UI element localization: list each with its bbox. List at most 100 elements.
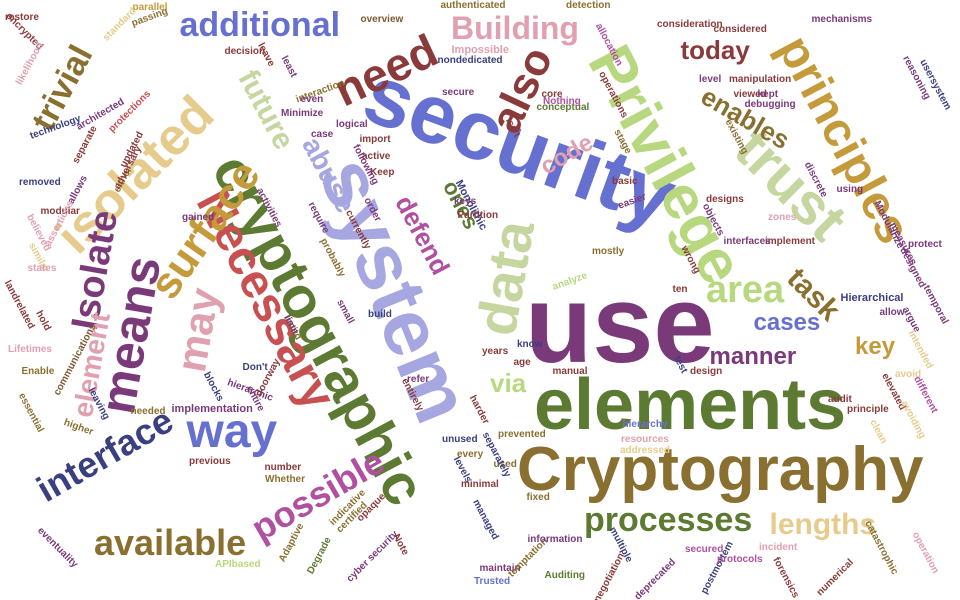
word-way: way [186, 405, 278, 458]
word-impossible: Impossible [451, 43, 509, 56]
word-note: Note [390, 532, 411, 558]
word-keep: Keep [370, 167, 395, 178]
word-maintain: maintain [479, 563, 521, 574]
word-know: know [517, 339, 543, 350]
word-number: number [264, 462, 302, 473]
word-ten: ten [672, 284, 688, 295]
word-operation: operation [909, 530, 941, 576]
word-information: information [527, 534, 583, 545]
word-cases: cases [753, 309, 821, 336]
word-essential: essential [15, 391, 46, 435]
word-decision: decision [224, 46, 266, 57]
word-manual: manual [552, 366, 588, 377]
word-core: core [541, 89, 563, 100]
word-manipulation: manipulation [729, 74, 792, 85]
word-kept: kept [757, 89, 779, 100]
word-building: Building [451, 10, 579, 46]
word-auditing: Auditing [544, 570, 586, 581]
word-temporal: temporal [920, 283, 951, 326]
word-lifetimes: Lifetimes [8, 344, 52, 355]
word-prevented: prevented [498, 429, 546, 440]
word-mostly: mostly [592, 246, 625, 257]
word-available: available [94, 522, 247, 563]
word-apibased: APIbased [215, 559, 261, 570]
word-blocks: blocks [200, 370, 226, 404]
word-landrelated: landrelated [1, 278, 37, 331]
word-principle: principle [847, 404, 889, 415]
word-don-t: Don't [242, 362, 268, 373]
word-avoid: avoid [895, 369, 922, 380]
word-least: least [278, 54, 299, 80]
word-may: may [167, 284, 228, 376]
word-deprecated: deprecated [632, 556, 678, 600]
word-overview: overview [360, 14, 404, 25]
word-audit: audit [828, 394, 852, 405]
word-partition: Partition [457, 210, 499, 221]
word-catastrophic: catastrophic [861, 518, 900, 577]
word-numerical: numerical [814, 557, 856, 599]
word-protocols: protocols [717, 554, 763, 565]
word-every: every [457, 449, 484, 460]
word-protect: protect [908, 239, 942, 250]
word-modular: modular [40, 206, 80, 217]
word-hold: hold [32, 308, 53, 333]
word-nothing: Nothing [543, 96, 581, 107]
word-processes: processes [584, 501, 753, 539]
word-enable: Enable [21, 366, 55, 377]
word-whether: Whether [265, 474, 305, 485]
word-forensics: forensics [770, 555, 801, 600]
word-via: via [490, 368, 527, 398]
word-allow: allow [879, 307, 905, 318]
word-used: used [493, 459, 517, 470]
word-higher: higher [61, 417, 95, 438]
word-detection: detection [566, 0, 611, 11]
word-secure: secure [442, 87, 475, 98]
word-debugging: debugging [744, 99, 796, 110]
word-states: states [27, 263, 57, 274]
word-zones: zones [768, 212, 797, 223]
word-fixed: fixed [526, 492, 550, 503]
word-manner: manner [709, 343, 797, 370]
word-degrade: Degrade [305, 535, 334, 577]
word-different: different [911, 374, 940, 416]
word-considered: considered [713, 24, 767, 35]
word-active: active [362, 151, 391, 162]
word-trusted: Trusted [474, 576, 511, 587]
word-using: using [836, 184, 864, 195]
word-previous: previous [189, 456, 231, 467]
word-unused: unused [442, 434, 478, 445]
word-interfaces: interfaces [723, 236, 771, 247]
word-consideration: consideration [657, 19, 723, 30]
word-gained: gained [182, 212, 215, 223]
word-mechanisms: mechanisms [811, 14, 873, 25]
word-build: build [368, 309, 392, 320]
word-refer: refer [407, 374, 430, 385]
word-incident: incident [759, 542, 798, 553]
word-case: case [311, 129, 334, 140]
word-today: today [680, 35, 750, 65]
word-design: design [690, 366, 723, 377]
word-needed: needed [130, 406, 166, 417]
word-implement: implement [765, 236, 816, 247]
word-parallel: parallel [132, 2, 168, 13]
word-managed: managed [470, 497, 501, 542]
word-level: level [699, 74, 722, 85]
word-secured: secured [685, 544, 724, 555]
word-additional: additional [179, 6, 341, 44]
word-implementation: implementation [171, 402, 253, 415]
word-removed: removed [19, 177, 61, 188]
word-area: area [706, 269, 785, 311]
word-negotiation: negotiation [591, 551, 628, 600]
word-elements: elements [534, 365, 847, 445]
word-restore: restore [5, 12, 39, 23]
word-minimize: Minimize [281, 108, 324, 119]
word-logical: logical [336, 119, 368, 130]
word-authenticated: authenticated [440, 0, 506, 11]
word-even: even [300, 94, 324, 105]
word-conceptual: conceptual [536, 102, 590, 113]
word-import: import [359, 134, 391, 145]
word-hierarchy: hierarchy [622, 419, 668, 430]
word-viewed: viewed [733, 89, 767, 100]
word-addressed: addressed [620, 445, 671, 456]
